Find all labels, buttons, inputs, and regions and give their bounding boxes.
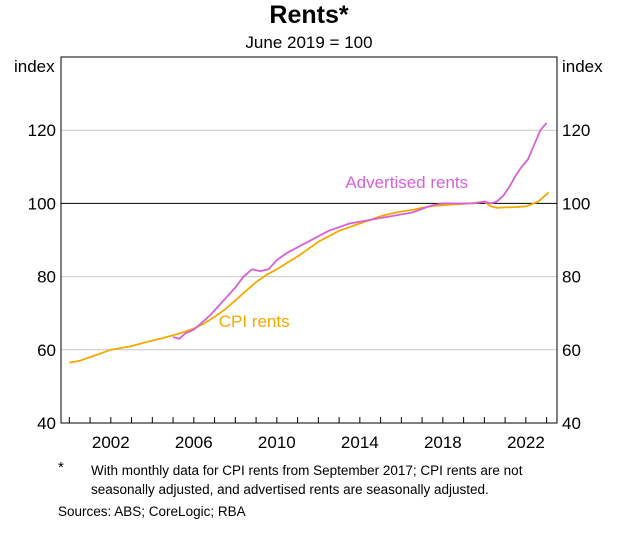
y-tick-label-right: 80 (562, 268, 581, 287)
y-tick-label-right: 120 (562, 121, 590, 140)
x-tick-label: 2006 (175, 433, 213, 452)
ticks (68, 417, 548, 423)
footnote-text: With monthly data for CPI rents from Sep… (91, 463, 523, 497)
chart-title: Rents* (269, 1, 349, 29)
gridlines (61, 129, 557, 351)
y-tick-label-left: 100 (28, 194, 56, 213)
series-annotations: Advertised rents CPI rents (219, 173, 468, 331)
x-tick-label: 2002 (92, 433, 130, 452)
x-tick-label: 2022 (507, 433, 545, 452)
series-line-cpi-rents (69, 191, 550, 364)
y-tick-label-right: 60 (562, 341, 581, 360)
right-axis-unit: index (562, 57, 603, 76)
tick-labels: 40 40 60 60 80 80 100 100 120 120 2002 2006 2010 2014… (28, 121, 591, 452)
sources-text: Sources: ABS; CoreLogic; RBA (58, 504, 246, 519)
left-axis-unit: index (14, 57, 55, 76)
y-tick-label-right: 40 (562, 414, 581, 433)
footnote-marker: * (58, 459, 64, 476)
series-line-advertised-rents (172, 122, 548, 340)
chart-subtitle: June 2019 = 100 (245, 33, 373, 52)
x-tick-label: 2014 (341, 433, 379, 452)
series-layer (69, 122, 550, 364)
x-tick-label: 2018 (424, 433, 462, 452)
y-tick-label-left: 120 (28, 121, 56, 140)
y-tick-label-left: 80 (37, 268, 56, 287)
x-tick-label: 2010 (258, 433, 296, 452)
annotation-cpi-rents: CPI rents (219, 312, 290, 331)
annotation-advertised-rents: Advertised rents (345, 173, 468, 192)
y-tick-label-right: 100 (562, 194, 590, 213)
y-tick-label-left: 40 (37, 414, 56, 433)
y-tick-label-left: 60 (37, 341, 56, 360)
plot-frame (60, 56, 558, 424)
